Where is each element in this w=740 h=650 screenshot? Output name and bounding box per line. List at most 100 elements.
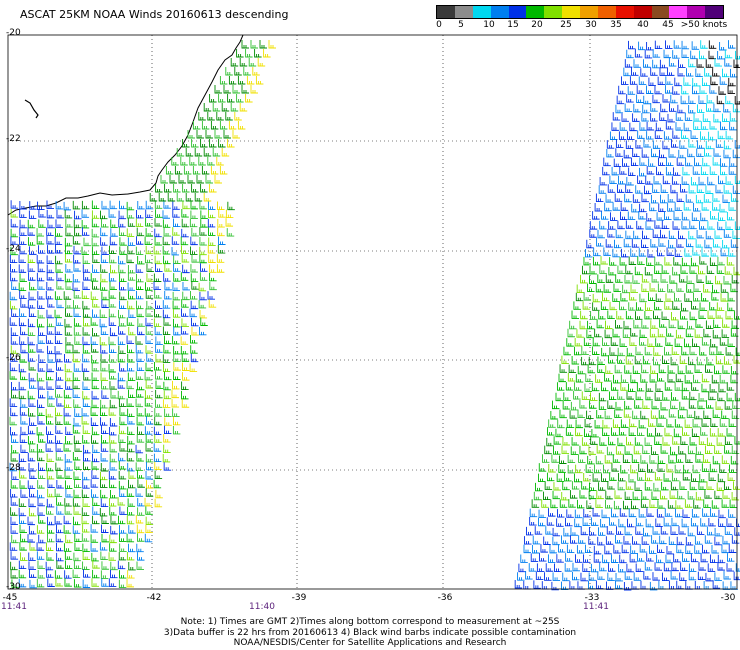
wind-barb (582, 265, 590, 275)
wind-barb (711, 545, 719, 554)
wind-barb (625, 310, 634, 320)
wind-barb (706, 526, 715, 536)
wind-barb (37, 489, 45, 499)
wind-barb (685, 581, 693, 590)
wind-barb (729, 499, 738, 508)
wind-barb (55, 452, 64, 461)
wind-barb (83, 272, 91, 281)
wind-barb (618, 563, 626, 573)
wind-barb (100, 227, 108, 237)
wind-barb (708, 40, 717, 49)
wind-barb (110, 228, 118, 237)
wind-barb (615, 139, 624, 148)
wind-barb (667, 284, 675, 293)
wind-barb (582, 563, 590, 572)
wind-barb (654, 301, 662, 311)
wind-barb (47, 516, 55, 526)
wind-barb (109, 344, 117, 353)
wind-barb (127, 344, 135, 354)
wind-barb (661, 220, 670, 229)
wind-barb (72, 353, 81, 363)
colorbar-label: 40 (637, 20, 649, 30)
wind-barb (10, 489, 18, 498)
wind-barb (72, 200, 81, 210)
wind-barb (596, 409, 604, 419)
wind-barb (714, 58, 722, 67)
wind-barb (82, 381, 90, 391)
wind-barb (109, 245, 117, 255)
wind-barb (119, 300, 127, 309)
wind-barb (681, 49, 689, 58)
wind-barb (100, 345, 108, 354)
wind-barb (101, 380, 109, 390)
wind-barb (27, 263, 36, 272)
wind-barb (101, 200, 109, 210)
wind-barb (191, 281, 199, 290)
wind-barb (699, 221, 707, 230)
wind-barb (718, 383, 726, 393)
wind-barb (126, 515, 135, 525)
wind-barb (715, 139, 724, 148)
wind-barb (119, 273, 127, 282)
wind-barb (590, 563, 599, 573)
wind-barb (172, 201, 180, 210)
wind-barb (199, 291, 207, 301)
wind-barb (580, 310, 588, 320)
wind-barb (599, 220, 607, 230)
wind-barb (82, 309, 91, 318)
wind-barb (254, 49, 262, 58)
colorbar-segment (437, 6, 455, 18)
wind-barb (694, 364, 703, 373)
wind-barb (189, 363, 198, 373)
wind-barb (518, 563, 526, 573)
footnotes: Note: 1) Times are GMT 2)Times along bot… (0, 617, 740, 649)
wind-barb (619, 554, 627, 564)
wind-barb (236, 49, 244, 58)
wind-barb (64, 237, 73, 247)
wind-barb (221, 148, 230, 157)
wind-barb (72, 380, 81, 390)
wind-barb (734, 311, 740, 320)
wind-barb (219, 121, 228, 130)
wind-barb (615, 274, 623, 283)
wind-barb (173, 353, 181, 362)
wind-barb (162, 236, 171, 246)
wind-barb (612, 248, 620, 258)
wind-barb (610, 382, 619, 391)
wind-barb (624, 491, 633, 501)
wind-barb (92, 515, 100, 525)
wind-barb (182, 281, 190, 291)
wind-barb (600, 256, 609, 265)
wind-barb (545, 526, 553, 535)
wind-barb (607, 400, 615, 409)
wind-barb (55, 219, 63, 228)
wind-barb (702, 454, 711, 463)
wind-barb (689, 220, 697, 230)
wind-barb (90, 291, 99, 300)
wind-barb (655, 383, 663, 392)
wind-barb (685, 328, 694, 338)
wind-barb (135, 344, 144, 354)
wind-barb (713, 113, 721, 123)
wind-barb (690, 553, 699, 563)
wind-barb (82, 281, 90, 291)
wind-barb (10, 336, 19, 345)
wind-barb (605, 320, 613, 330)
wind-barb (81, 533, 90, 542)
wind-barb (119, 443, 127, 452)
wind-barb (145, 416, 154, 425)
wind-barb (677, 365, 686, 375)
wind-barb (637, 130, 645, 139)
wind-barb (45, 561, 54, 571)
wind-barb (581, 437, 590, 446)
wind-barb (587, 455, 595, 465)
wind-barb (701, 463, 710, 472)
wind-barb (223, 130, 231, 139)
wind-barb (561, 445, 570, 454)
wind-barb (28, 552, 36, 561)
wind-barb (55, 416, 63, 425)
wind-barb (607, 229, 615, 238)
wind-barb (729, 464, 737, 473)
wind-barb (588, 356, 597, 366)
wind-barb (153, 245, 162, 255)
